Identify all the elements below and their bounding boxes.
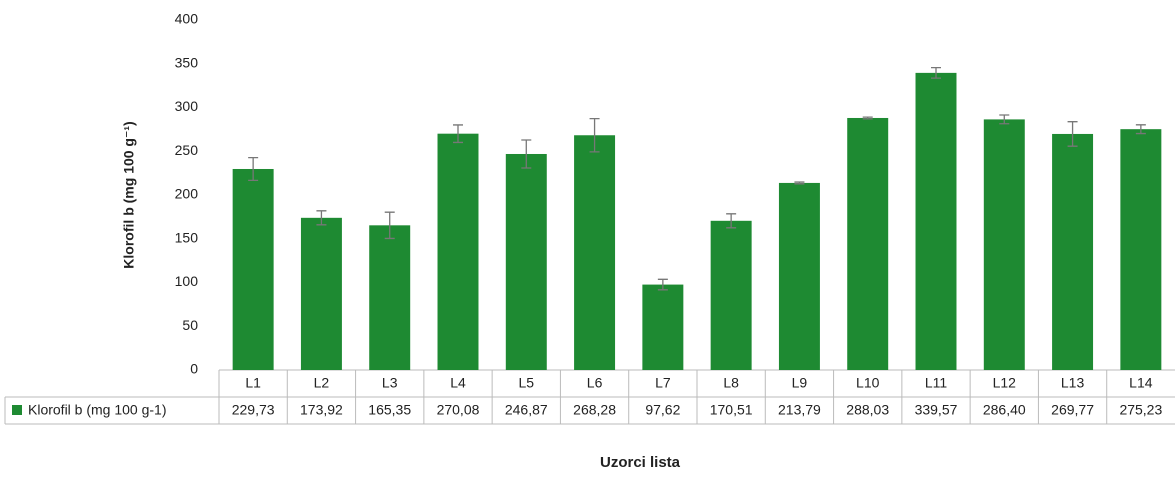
x-tick-label: L9 [792, 375, 808, 391]
bar [915, 72, 957, 370]
table-value: 97,62 [645, 402, 680, 418]
table-value: 229,73 [232, 402, 275, 418]
bar [1052, 133, 1094, 370]
error-bar [248, 156, 259, 182]
error-bar [931, 66, 941, 79]
error-bar [384, 211, 395, 240]
y-tick-label: 200 [175, 186, 199, 202]
y-tick-label: 400 [175, 11, 199, 27]
bar [232, 168, 274, 370]
bar [574, 135, 616, 370]
y-tick-label: 150 [175, 229, 199, 245]
y-tick-label: 100 [175, 273, 199, 289]
table-value: 170,51 [710, 402, 753, 418]
error-bar [862, 116, 873, 120]
table-value: 173,92 [300, 402, 343, 418]
x-tick-label: L10 [856, 375, 880, 391]
bar [369, 225, 411, 370]
legend-swatch [12, 405, 22, 415]
x-tick-label: L1 [245, 375, 261, 391]
error-bar [453, 124, 463, 144]
bar [778, 182, 820, 370]
x-tick-label: L14 [1129, 375, 1153, 391]
x-axis-label: Uzorci lista [600, 454, 681, 471]
table-value: 270,08 [437, 402, 480, 418]
bar [642, 284, 684, 370]
y-tick-label: 300 [175, 98, 199, 114]
x-tick-label: L13 [1061, 375, 1085, 391]
error-bar [521, 139, 532, 169]
y-tick-label: 250 [175, 142, 199, 158]
bar [983, 119, 1025, 371]
x-tick-label: L7 [655, 375, 671, 391]
table-value: 339,57 [915, 402, 958, 418]
bar [300, 217, 342, 370]
error-bar [794, 181, 805, 185]
error-bar [1135, 124, 1146, 135]
error-bar [726, 213, 737, 229]
table-value: 269,77 [1051, 402, 1094, 418]
x-tick-label: L8 [723, 375, 739, 391]
bar [710, 220, 752, 370]
x-tick-label: L3 [382, 375, 398, 391]
x-tick-label: L12 [993, 375, 1017, 391]
table-value: 165,35 [368, 402, 411, 418]
bar [437, 133, 479, 370]
table-value: 288,03 [846, 402, 889, 418]
table-value: 268,28 [573, 402, 616, 418]
table-value: 213,79 [778, 402, 821, 418]
bar [505, 153, 547, 370]
y-tick-label: 0 [190, 361, 198, 377]
x-tick-label: L4 [450, 375, 466, 391]
table-value: 286,40 [983, 402, 1026, 418]
x-tick-label: L5 [518, 375, 534, 391]
table-value: 246,87 [505, 402, 548, 418]
error-bar [316, 210, 327, 226]
x-tick-label: L2 [314, 375, 330, 391]
y-axis-label: Klorofil b (mg 100 g⁻¹) [121, 121, 137, 268]
error-bar [999, 114, 1010, 125]
y-tick-label: 350 [175, 54, 199, 70]
x-tick-label: L11 [925, 375, 948, 391]
error-bar [657, 278, 668, 291]
table-value: 275,23 [1119, 402, 1162, 418]
y-tick-label: 50 [182, 317, 198, 333]
error-bar [589, 117, 600, 153]
bar [1120, 129, 1162, 370]
bar [847, 117, 889, 370]
error-bar [1067, 121, 1078, 147]
legend-label: Klorofil b (mg 100 g-1) [28, 402, 167, 418]
x-tick-label: L6 [587, 375, 603, 391]
